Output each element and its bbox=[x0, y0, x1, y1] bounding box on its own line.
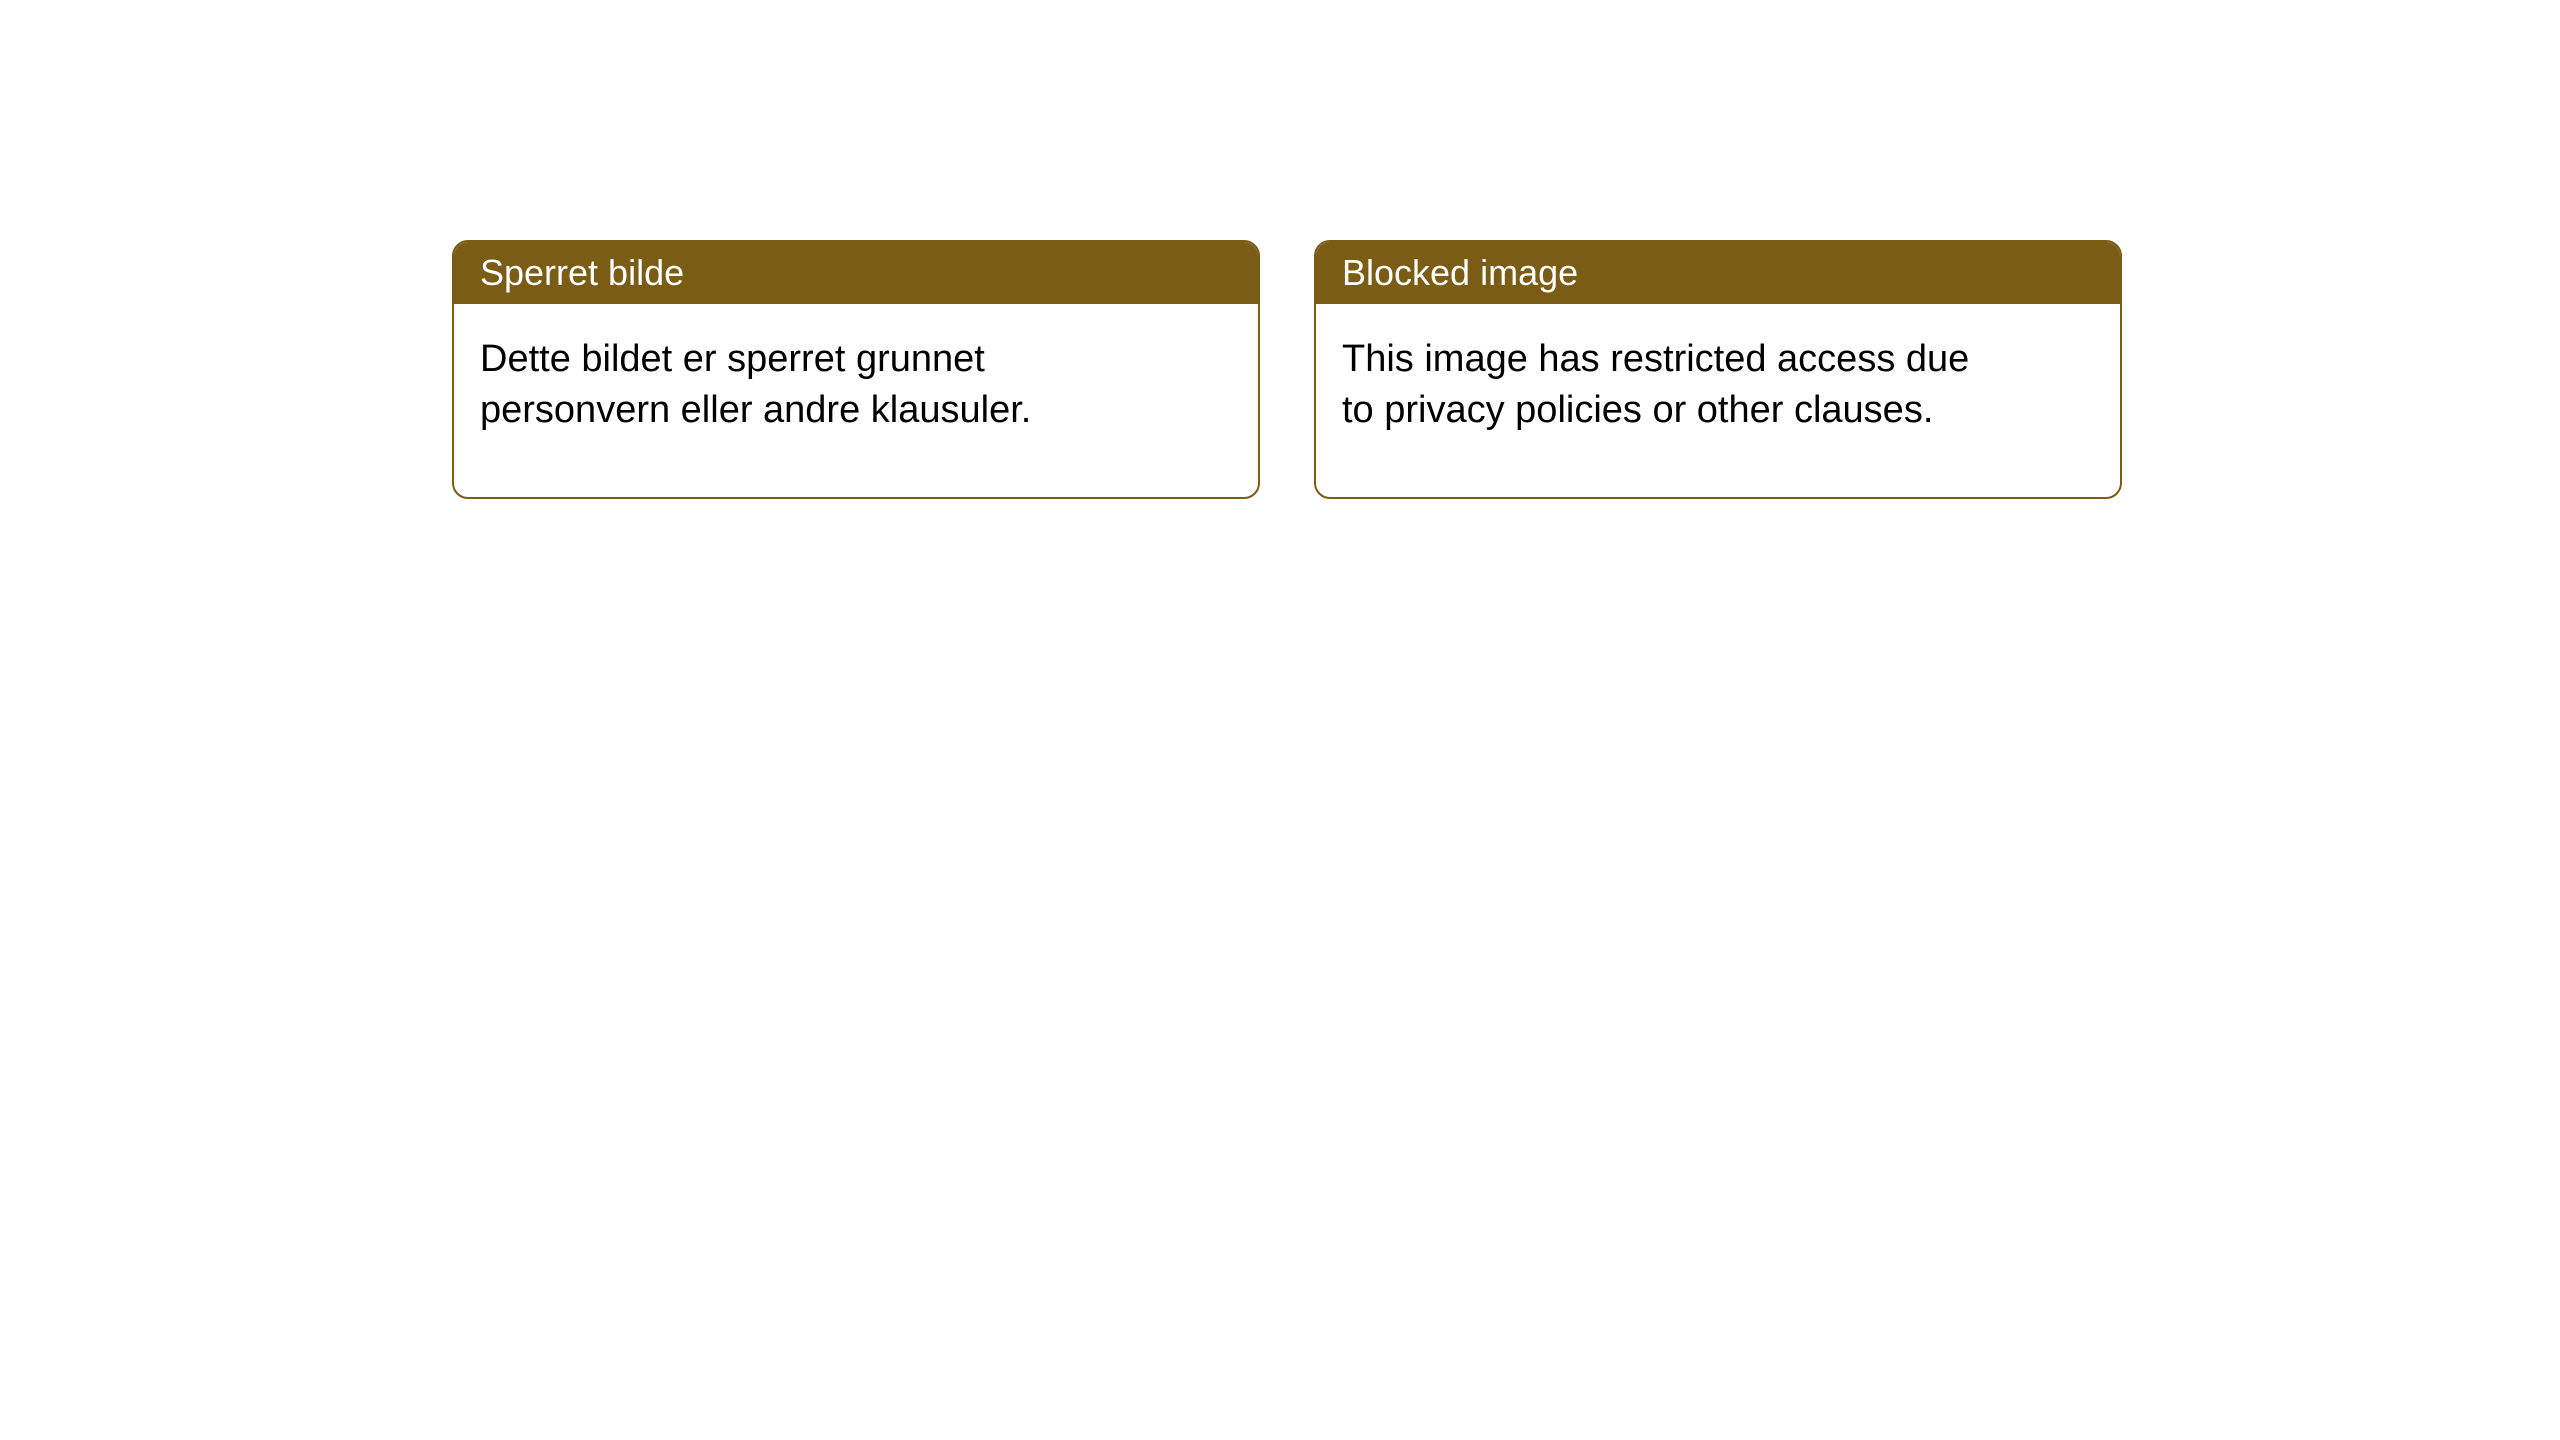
notice-body: Dette bildet er sperret grunnet personve… bbox=[454, 304, 1258, 497]
notice-body: This image has restricted access due to … bbox=[1316, 304, 2120, 497]
notice-card-norwegian: Sperret bilde Dette bildet er sperret gr… bbox=[452, 240, 1260, 499]
notice-header: Blocked image bbox=[1316, 242, 2120, 304]
notice-text: Dette bildet er sperret grunnet personve… bbox=[480, 334, 1120, 437]
notice-title: Blocked image bbox=[1342, 252, 1578, 293]
notice-container: Sperret bilde Dette bildet er sperret gr… bbox=[0, 0, 2560, 499]
notice-header: Sperret bilde bbox=[454, 242, 1258, 304]
notice-card-english: Blocked image This image has restricted … bbox=[1314, 240, 2122, 499]
notice-title: Sperret bilde bbox=[480, 252, 684, 293]
notice-text: This image has restricted access due to … bbox=[1342, 334, 1982, 437]
